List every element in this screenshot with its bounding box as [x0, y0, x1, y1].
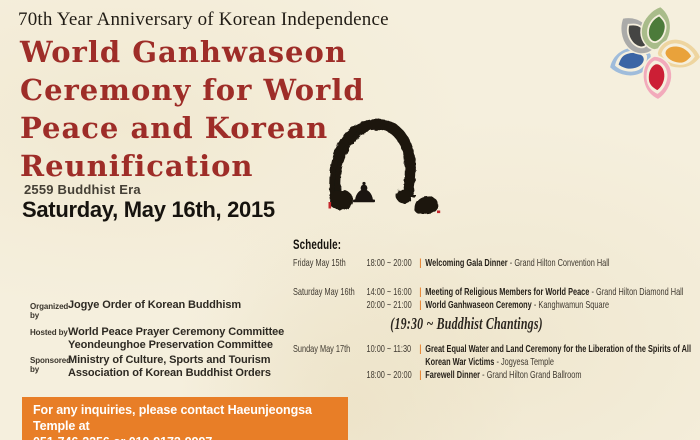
credit-value: Association of Korean Buddhist Orders [68, 366, 271, 379]
credit-label: Sponsored by [30, 356, 71, 374]
schedule-dash: - [533, 299, 537, 311]
schedule-day: Sunday May 17th [293, 343, 351, 355]
schedule-event-cell: Farewell Dinner - Grand Hilton Grand Ballr… [425, 369, 700, 382]
schedule-event-cell: Meeting of Religious Members for World P… [425, 286, 700, 299]
schedule-time: 10:00 ~ 11:30 [366, 343, 412, 355]
credits-section: Organized by Jogye Order of Korean Buddh… [30, 299, 284, 380]
schedule-event-cell: Great Equal Water and Land Ceremony for … [425, 343, 700, 369]
schedule-event-cell: World Ganhwaseon Ceremony - Kanghwamun Squ… [425, 299, 700, 312]
ink-brush-gate-artwork [328, 119, 441, 215]
credit-label: Hosted by [30, 328, 68, 337]
schedule-separator: | [419, 257, 422, 269]
schedule-row-friday: Friday May 15th 18:00 ~ 20:00 | Welcomin… [293, 257, 700, 270]
lotus-flower-logo [608, 5, 700, 101]
schedule-row-sunday-2: 18:00 ~ 20:00 | Farewell Dinner - Grand Hi… [293, 369, 700, 382]
event-date: Saturday, May 16th, 2015 [22, 197, 275, 222]
buddhist-chantings-note: (19:30 ~ Buddhist Chantings) [390, 314, 543, 333]
schedule-event-cell: Welcoming Gala Dinner - Grand Hilton Conve… [425, 257, 700, 270]
schedule-event: Meeting of Religious Members for World P… [425, 286, 590, 298]
schedule-venue: Grand Hilton Diamond Hall [596, 286, 684, 298]
credit-organized: Organized by Jogye Order of Korean Buddh… [30, 299, 284, 320]
schedule-separator: | [419, 286, 422, 298]
schedule-dash: - [509, 257, 513, 269]
title-line-3: Peace and Korean [20, 111, 329, 145]
schedule-venue: Jogyesa Temple [500, 356, 554, 368]
credit-hosted: Hosted by World Peace Prayer Ceremony Co… [30, 326, 284, 352]
schedule-heading: Schedule: [293, 236, 342, 252]
logo-petal-green [640, 5, 672, 51]
contact-banner: For any inquiries, please contact Haeunj… [22, 397, 348, 440]
logo-petal-yellow [656, 38, 700, 70]
schedule-venue: Grand Hilton Convention Hall [514, 257, 610, 269]
schedule-separator: | [419, 369, 422, 381]
schedule-section: Schedule: Friday May 15th 18:00 ~ 20:00 … [293, 236, 700, 382]
schedule-event: Great Equal Water and Land Ceremony for … [425, 343, 692, 368]
schedule-time: 18:00 ~ 20:00 [366, 257, 412, 269]
poster-title: World Ganhwaseon Ceremony for World Peac… [20, 33, 365, 185]
schedule-event: Farewell Dinner [425, 369, 481, 381]
schedule-event: Welcoming Gala Dinner [425, 257, 508, 269]
buddhist-era-label: 2559 Buddhist Era [24, 182, 141, 197]
schedule-row-sunday-1: Sunday May 17th 10:00 ~ 11:30 | Great Eq… [293, 343, 700, 369]
credit-value: World Peace Prayer Ceremony Committee [68, 325, 285, 338]
credit-label: Organized by [30, 301, 69, 320]
schedule-dash: - [591, 286, 594, 298]
schedule-day: Saturday May 16th [293, 286, 355, 298]
credit-value: Jogye Order of Korean Buddhism [68, 299, 242, 311]
schedule-time: 18:00 ~ 20:00 [366, 369, 412, 381]
contact-line-2: 051-746-2256 or 010-9172-9997 [33, 434, 337, 440]
schedule-separator: | [419, 299, 422, 311]
anniversary-eyebrow: 70th Year Anniversary of Korean Independ… [18, 9, 389, 30]
title-line-1: World Ganhwaseon [20, 35, 347, 69]
contact-line-1: For any inquiries, please contact Haeunj… [33, 403, 312, 433]
schedule-event: World Ganhwaseon Ceremony [425, 299, 532, 311]
seated-buddha-silhouette [353, 181, 375, 203]
schedule-venue: Grand Hilton Grand Ballroom [486, 369, 582, 381]
credit-value: Ministry of Culture, Sports and Tourism [68, 353, 271, 366]
title-line-4: Reunification [20, 149, 254, 183]
schedule-day: Friday May 15th [293, 257, 346, 269]
schedule-row-saturday-2: 20:00 ~ 21:00 | World Ganhwaseon Ceremon… [293, 299, 700, 312]
schedule-dash: - [482, 369, 485, 381]
credit-value: Yeondeunghoe Preservation Committee [68, 338, 273, 351]
schedule-separator: | [419, 343, 422, 355]
schedule-time: 14:00 ~ 16:00 [366, 286, 412, 298]
schedule-row-saturday-1: Saturday May 16th 14:00 ~ 16:00 | Meetin… [293, 286, 700, 299]
title-line-2: Ceremony for World [20, 73, 365, 107]
schedule-time: 20:00 ~ 21:00 [366, 299, 412, 311]
logo-petal-pink [642, 55, 673, 101]
credit-sponsored: Sponsored by Ministry of Culture, Sports… [30, 354, 284, 380]
red-seal-marks [328, 202, 441, 214]
schedule-venue: Kanghwamun Square [538, 299, 610, 311]
schedule-dash: - [496, 356, 499, 368]
gate-arch-stroke [329, 119, 439, 215]
